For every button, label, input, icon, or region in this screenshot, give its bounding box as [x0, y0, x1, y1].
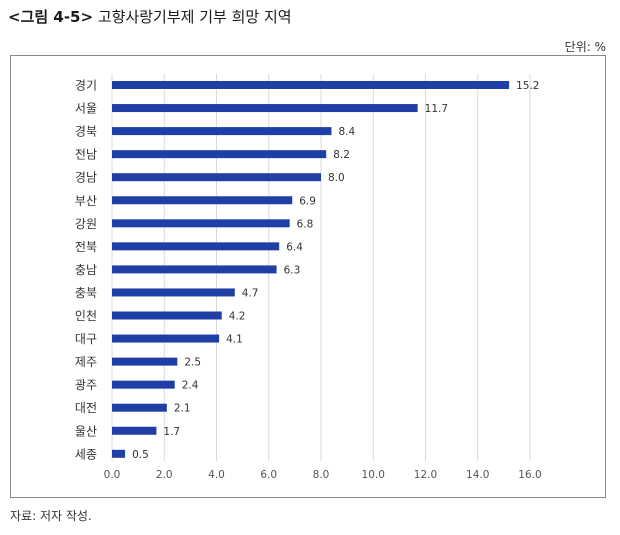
bar — [112, 196, 293, 205]
value-label: 6.9 — [299, 195, 316, 207]
bar — [112, 81, 510, 89]
x-tick-label: 16.0 — [518, 469, 541, 481]
category-label: 울산 — [75, 424, 97, 438]
category-label: 경기 — [75, 79, 97, 93]
bar — [112, 150, 327, 159]
value-label: 8.2 — [333, 149, 350, 161]
value-label: 8.4 — [338, 126, 355, 138]
value-label: 4.1 — [226, 334, 243, 346]
x-tick-label: 8.0 — [313, 469, 330, 481]
category-label: 인천 — [75, 308, 97, 323]
category-label: 경북 — [75, 125, 97, 139]
bar — [112, 334, 220, 343]
x-tick-label: 14.0 — [466, 469, 489, 481]
value-label: 1.7 — [163, 426, 180, 438]
x-tick-label: 2.0 — [156, 469, 173, 481]
figure-title: <그림 4-5> 고향사랑기부제 기부 희망 지역 — [8, 6, 292, 27]
category-label: 전북 — [75, 240, 97, 254]
bar — [112, 426, 157, 435]
bar — [112, 449, 126, 458]
category-label: 전남 — [75, 148, 97, 162]
value-label: 11.7 — [425, 103, 448, 115]
bar — [112, 104, 418, 113]
value-label: 6.3 — [284, 264, 301, 276]
value-label: 0.5 — [132, 449, 149, 461]
bar-chart: 0.0 2.0 4.0 6.0 8.0 10.0 12.0 14.0 16.0 경기 15.2 서울 1… — [75, 74, 542, 481]
bar — [112, 311, 222, 320]
category-label: 경남 — [75, 171, 97, 185]
chart-frame: 0.0 2.0 4.0 6.0 8.0 10.0 12.0 14.0 16.0 경기 15.2 서울 1… — [10, 55, 606, 498]
category-label: 충남 — [75, 263, 97, 277]
x-tick-label: 10.0 — [362, 469, 385, 481]
value-label: 4.7 — [242, 287, 259, 299]
value-label: 2.4 — [182, 380, 199, 392]
bar — [112, 403, 167, 412]
x-tick-label: 0.0 — [104, 469, 121, 481]
value-label: 15.2 — [516, 80, 539, 92]
category-label: 대전 — [75, 401, 97, 415]
x-tick-label: 6.0 — [260, 469, 277, 481]
x-tick-label: 12.0 — [414, 469, 437, 481]
bar — [112, 357, 178, 366]
category-label: 서울 — [75, 102, 97, 116]
category-label: 제주 — [75, 355, 97, 369]
figure-title-text: 고향사랑기부제 기부 희망 지역 — [97, 8, 292, 26]
value-label: 4.2 — [229, 311, 246, 323]
bar — [112, 127, 332, 136]
value-label: 2.1 — [174, 403, 191, 415]
category-label: 부산 — [75, 194, 97, 208]
value-label: 2.5 — [184, 357, 201, 369]
value-label: 6.8 — [297, 218, 314, 230]
bar — [112, 173, 321, 182]
figure-number: <그림 4-5> — [8, 8, 94, 26]
bar — [112, 265, 277, 274]
value-label: 6.4 — [286, 241, 303, 253]
unit-label: 단위: % — [564, 40, 606, 54]
category-label: 광주 — [75, 378, 97, 392]
category-label: 강원 — [75, 217, 97, 231]
bar — [112, 242, 280, 251]
bar — [112, 288, 235, 297]
bar — [112, 380, 175, 389]
category-label: 대구 — [75, 332, 97, 346]
value-label: 8.0 — [328, 172, 345, 184]
category-label: 세종 — [75, 447, 97, 461]
bar — [112, 219, 290, 228]
source-note: 자료: 저자 작성. — [10, 509, 92, 523]
category-label: 충북 — [75, 286, 97, 300]
x-tick-label: 4.0 — [208, 469, 225, 481]
